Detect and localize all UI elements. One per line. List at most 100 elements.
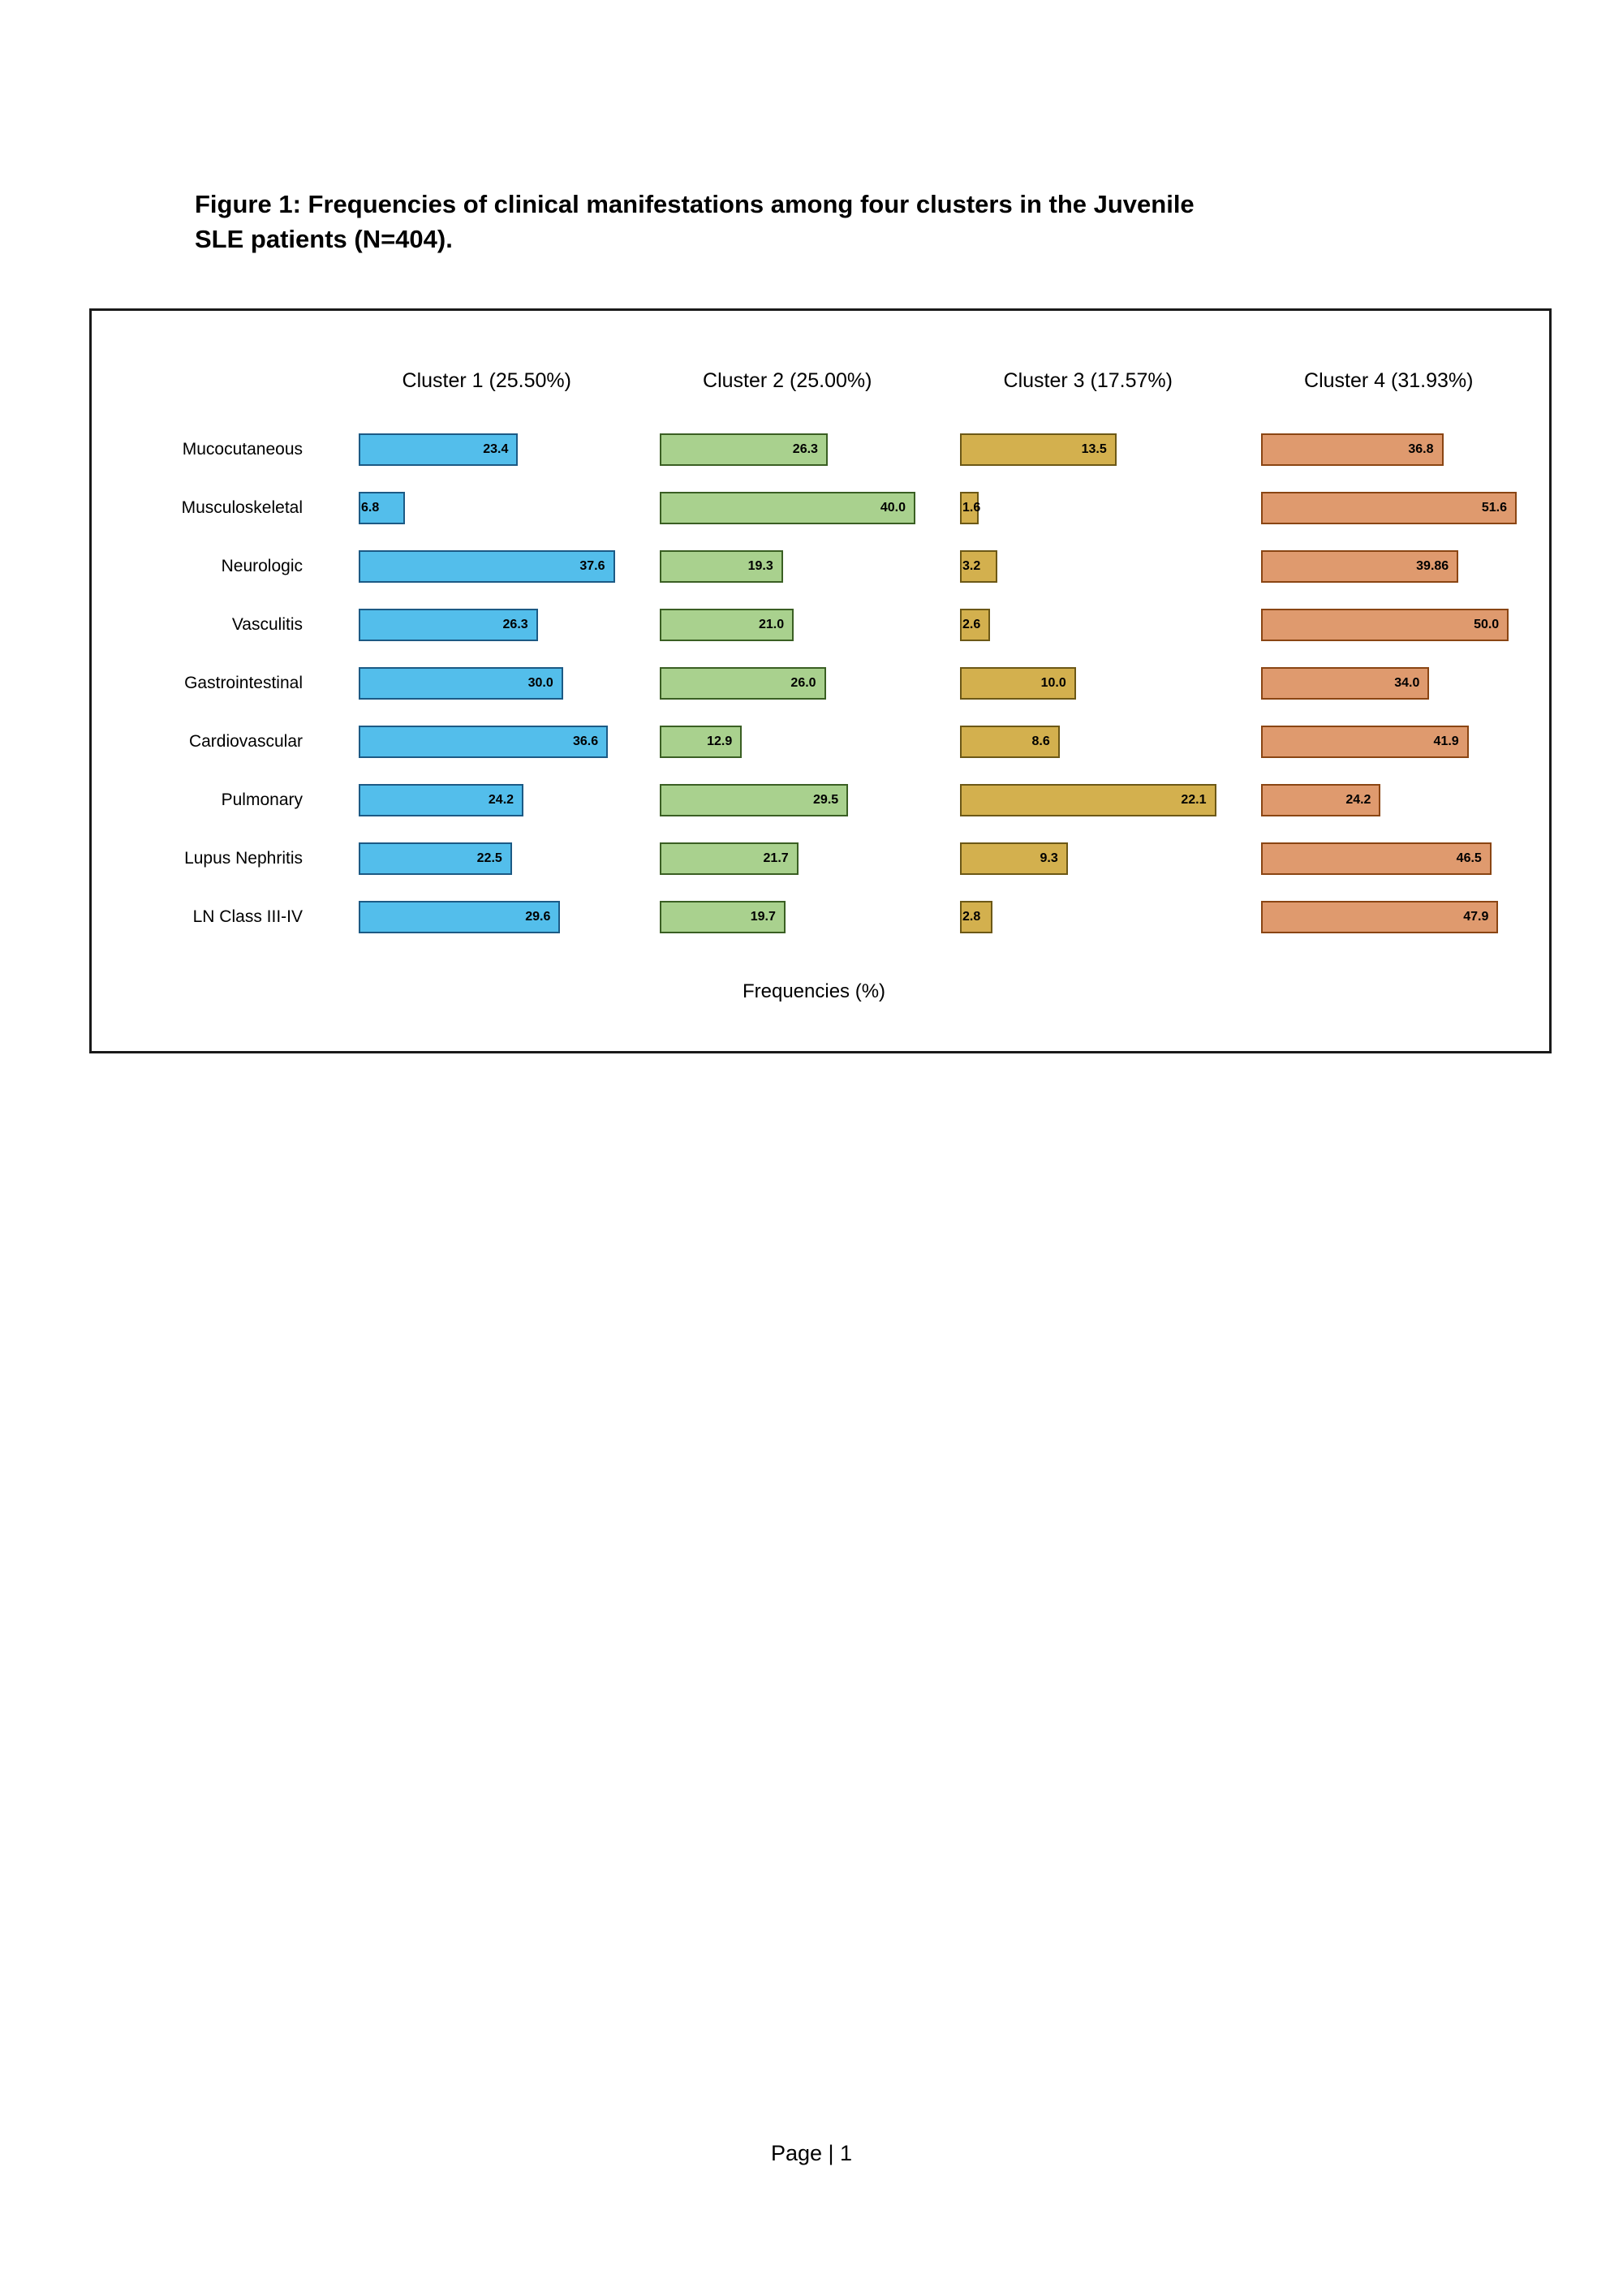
bar: 41.9 <box>1260 726 1469 758</box>
bar-value-label: 40.0 <box>880 501 906 515</box>
page-footer: Page | 1 <box>770 2141 853 2165</box>
bar-panel-cluster-1: 29.6 <box>359 901 615 933</box>
bar-panel-cluster-4: 41.9 <box>1260 726 1518 758</box>
bar-panel-cluster-4: 24.2 <box>1260 784 1518 816</box>
cluster-headers: Cluster 1 (25.50%) Cluster 2 (25.00%) Cl… <box>111 369 1517 393</box>
bar: 26.3 <box>359 609 538 641</box>
chart-row: Mucocutaneous 23.4 26.3 13.5 36.8 <box>111 420 1517 479</box>
bar: 8.6 <box>960 726 1060 758</box>
bar-value-label: 26.0 <box>790 676 816 690</box>
bar-panel-cluster-4: 50.0 <box>1260 609 1518 641</box>
chart-row: Pulmonary 24.2 29.5 22.1 24.2 <box>111 771 1517 829</box>
bar-panel-cluster-2: 12.9 <box>659 726 916 758</box>
bar-value-label: 50.0 <box>1474 618 1500 631</box>
bar: 22.1 <box>960 784 1216 816</box>
bar-panel-cluster-2: 26.3 <box>659 433 916 466</box>
bar: 24.2 <box>359 784 524 816</box>
bar-panel-cluster-2: 26.0 <box>659 667 916 700</box>
cluster-4-header: Cluster 4 (31.93%) <box>1304 369 1474 392</box>
bar-value-label: 29.6 <box>525 910 551 924</box>
bar-panel-cluster-4: 34.0 <box>1260 667 1518 700</box>
bar-value-label: 6.8 <box>361 501 380 515</box>
bar: 34.0 <box>1260 667 1430 700</box>
bar-value-label: 2.6 <box>962 618 981 631</box>
bar-panel-cluster-1: 24.2 <box>359 784 615 816</box>
bar: 50.0 <box>1260 609 1509 641</box>
bar-value-label: 51.6 <box>1481 501 1507 515</box>
bar <box>960 901 992 933</box>
bar: 26.0 <box>659 667 826 700</box>
bar-panel-cluster-3: 9.3 <box>960 842 1216 875</box>
bar: 26.3 <box>659 433 828 466</box>
bar-value-label: 26.3 <box>792 442 818 456</box>
chart-rows: Mucocutaneous 23.4 26.3 13.5 36.8 Musculoskel… <box>111 420 1517 946</box>
bar-value-label: 13.5 <box>1081 442 1107 456</box>
bar-value-label: 24.2 <box>488 793 514 807</box>
category-label: Neurologic <box>221 557 303 576</box>
bar-value-label: 23.4 <box>483 442 509 456</box>
bar-value-label: 21.7 <box>763 851 789 865</box>
bar <box>960 492 979 524</box>
bar-panel-cluster-4: 36.8 <box>1260 433 1518 466</box>
cluster-3-header: Cluster 3 (17.57%) <box>1003 369 1173 392</box>
category-label: Mucocutaneous <box>182 440 303 459</box>
bar: 12.9 <box>659 726 743 758</box>
bar-panel-cluster-2: 29.5 <box>659 784 916 816</box>
bar-panel-cluster-3: 13.5 <box>960 433 1216 466</box>
bar-value-label: 19.7 <box>750 910 776 924</box>
bar-value-label: 22.1 <box>1181 793 1207 807</box>
bar-value-label: 41.9 <box>1433 734 1459 748</box>
bar: 21.0 <box>659 609 794 641</box>
bar-value-label: 12.9 <box>707 734 733 748</box>
bar-value-label: 19.3 <box>747 559 773 573</box>
bar <box>960 609 991 641</box>
bar-value-label: 1.6 <box>962 501 981 515</box>
bar-panel-cluster-1: 36.6 <box>359 726 615 758</box>
bar: 29.5 <box>659 784 849 816</box>
bar-panel-cluster-3: 10.0 <box>960 667 1216 700</box>
bar-panel-cluster-1: 23.4 <box>359 433 615 466</box>
bar-panel-cluster-4: 51.6 <box>1260 492 1517 524</box>
header-spacer <box>111 369 314 393</box>
bar: 37.6 <box>359 550 615 583</box>
bar-value-label: 36.6 <box>572 734 599 748</box>
chart-row: LN Class III-IV 29.6 19.7 2.8 47.9 <box>111 888 1517 946</box>
bar-panel-cluster-1: 37.6 <box>359 550 615 583</box>
bar: 22.5 <box>359 842 512 875</box>
bar-value-label: 34.0 <box>1394 676 1420 690</box>
bar <box>960 550 997 583</box>
bar-panel-cluster-2: 19.7 <box>659 901 916 933</box>
chart-row: Gastrointestinal 30.0 26.0 10.0 34.0 <box>111 654 1517 713</box>
bar-value-label: 24.2 <box>1345 793 1371 807</box>
bar-value-label: 29.5 <box>813 793 839 807</box>
bar-panel-cluster-3: 22.1 <box>960 784 1216 816</box>
bar-panel-cluster-2: 40.0 <box>659 492 915 524</box>
bar: 24.2 <box>1260 784 1381 816</box>
chart-row: Vasculitis 26.3 21.0 2.6 50.0 <box>111 596 1517 654</box>
bar: 19.7 <box>659 901 786 933</box>
category-label: Gastrointestinal <box>184 674 303 693</box>
figure-title-line2: SLE patients (N=404). <box>195 225 453 254</box>
bar-panel-cluster-2: 21.7 <box>659 842 916 875</box>
bar-panel-cluster-1: 26.3 <box>359 609 615 641</box>
bar: 47.9 <box>1260 901 1499 933</box>
x-axis-label: Frequencies (%) <box>742 980 886 1002</box>
bar: 30.0 <box>359 667 563 700</box>
category-label: Pulmonary <box>221 790 303 810</box>
bar: 40.0 <box>659 492 915 524</box>
chart-box: Cluster 1 (25.50%) Cluster 2 (25.00%) Cl… <box>89 308 1552 1053</box>
bar: 21.7 <box>659 842 799 875</box>
bar-panel-cluster-2: 19.3 <box>659 550 916 583</box>
bar-panel-cluster-2: 21.0 <box>659 609 916 641</box>
bar-panel-cluster-1: 30.0 <box>359 667 615 700</box>
bar: 36.6 <box>359 726 609 758</box>
cluster-1-header: Cluster 1 (25.50%) <box>402 369 571 392</box>
bar-panel-cluster-4: 39.86 <box>1260 550 1518 583</box>
category-label: Cardiovascular <box>188 732 303 752</box>
bar: 29.6 <box>359 901 561 933</box>
bar: 19.3 <box>659 550 783 583</box>
bar <box>359 492 406 524</box>
bar-panel-cluster-3: 8.6 <box>960 726 1216 758</box>
bar-value-label: 22.5 <box>476 851 502 865</box>
bar: 51.6 <box>1260 492 1517 524</box>
